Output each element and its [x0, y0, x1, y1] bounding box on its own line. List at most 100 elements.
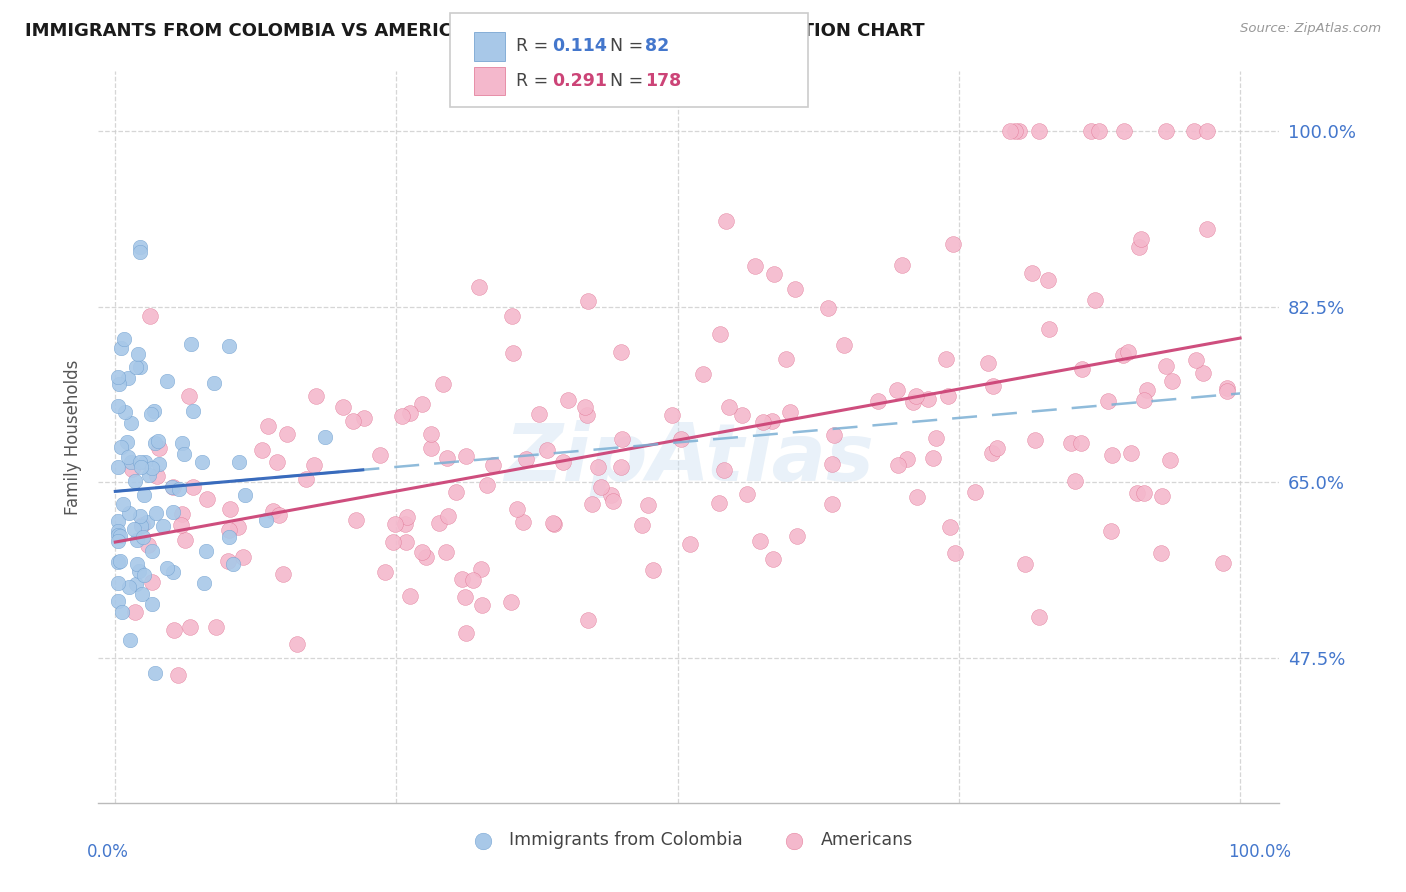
Point	[1008, 124, 1031, 138]
Point	[482, 458, 505, 472]
Point	[1133, 485, 1156, 500]
Point	[1028, 124, 1050, 138]
Point	[896, 452, 918, 467]
Point	[128, 455, 150, 469]
Point	[269, 508, 291, 522]
Point	[709, 326, 731, 341]
Point	[233, 488, 256, 502]
Point	[344, 513, 367, 527]
Point	[1159, 453, 1181, 467]
Point	[110, 341, 132, 355]
Point	[218, 530, 240, 544]
Point	[107, 556, 129, 570]
Point	[129, 459, 152, 474]
Point	[1216, 381, 1239, 395]
Point	[917, 392, 939, 406]
Point	[1014, 557, 1036, 571]
Point	[107, 576, 129, 591]
Point	[610, 345, 633, 359]
Point	[129, 240, 152, 254]
Point	[581, 497, 603, 511]
Point	[983, 379, 1005, 393]
Point	[127, 347, 149, 361]
Point	[536, 443, 558, 458]
Point	[936, 389, 959, 403]
Point	[553, 455, 575, 469]
Point	[1084, 293, 1107, 307]
Text: R =: R =	[516, 72, 554, 90]
Point	[218, 339, 240, 353]
Point	[195, 491, 218, 506]
Point	[471, 598, 494, 612]
Point	[134, 487, 156, 501]
Point	[1161, 375, 1184, 389]
Point	[762, 552, 785, 566]
Point	[1128, 239, 1150, 253]
Point	[925, 431, 948, 445]
Point	[817, 301, 839, 316]
Point	[718, 400, 741, 414]
Point	[454, 591, 477, 605]
Point	[586, 460, 609, 475]
Point	[820, 457, 842, 471]
Point	[183, 404, 205, 418]
Point	[173, 447, 195, 461]
Point	[515, 451, 537, 466]
Point	[143, 666, 166, 681]
Point	[368, 448, 391, 462]
Point	[252, 442, 274, 457]
Point	[128, 564, 150, 578]
Point	[107, 524, 129, 538]
Point	[1112, 348, 1135, 362]
Point	[170, 518, 193, 533]
Point	[576, 408, 599, 422]
Point	[501, 309, 523, 323]
Point	[1099, 524, 1122, 538]
Point	[111, 605, 134, 619]
Point	[891, 258, 914, 272]
Point	[170, 435, 193, 450]
Point	[257, 418, 280, 433]
Point	[285, 637, 308, 651]
Point	[135, 515, 157, 529]
Point	[527, 407, 550, 421]
Point	[110, 440, 132, 454]
Point	[945, 545, 967, 559]
Point	[1101, 448, 1123, 462]
Point	[382, 535, 405, 549]
Point	[512, 515, 534, 529]
Point	[1070, 362, 1092, 376]
Point	[302, 458, 325, 473]
Point	[905, 490, 928, 504]
Point	[980, 446, 1002, 460]
Point	[901, 395, 924, 409]
Point	[1185, 353, 1208, 368]
Point	[399, 589, 422, 603]
Point	[610, 432, 633, 446]
Text: 0.0%: 0.0%	[87, 843, 128, 861]
Point	[131, 518, 153, 533]
Point	[1036, 273, 1059, 287]
Point	[353, 411, 375, 425]
Point	[172, 508, 194, 522]
Point	[107, 514, 129, 528]
Point	[138, 538, 160, 552]
Point	[419, 441, 441, 455]
Point	[117, 371, 139, 385]
Point	[762, 267, 785, 281]
Text: R =: R =	[516, 37, 554, 55]
Point	[254, 513, 277, 527]
Point	[166, 668, 188, 682]
Point	[1028, 609, 1050, 624]
Point	[779, 405, 801, 419]
Point	[713, 463, 735, 477]
Point	[823, 427, 845, 442]
Point	[1064, 474, 1087, 488]
Point	[1154, 359, 1177, 373]
Point	[543, 516, 565, 530]
Legend: Immigrants from Colombia, Americans: Immigrants from Colombia, Americans	[458, 824, 920, 856]
Text: ZipAtlas: ZipAtlas	[503, 420, 875, 498]
Point	[454, 626, 477, 640]
Point	[1119, 446, 1142, 460]
Point	[395, 510, 418, 524]
